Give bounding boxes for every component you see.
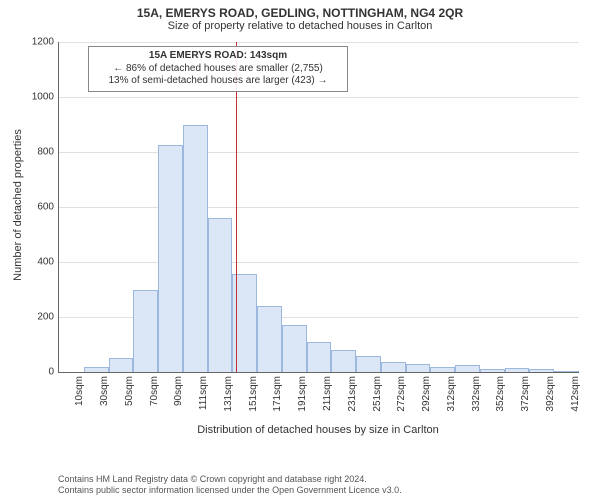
histogram-bar (554, 371, 579, 372)
x-tick-label: 312sqm (446, 376, 457, 412)
x-tick-label: 372sqm (520, 376, 531, 412)
chart-title: 15A, EMERYS ROAD, GEDLING, NOTTINGHAM, N… (0, 0, 600, 20)
annotation-line1: 15A EMERYS ROAD: 143sqm (95, 50, 341, 63)
chart-subtitle: Size of property relative to detached ho… (0, 20, 600, 33)
histogram-bar (158, 145, 183, 372)
x-tick-label: 151sqm (248, 376, 259, 412)
histogram-bar (282, 325, 307, 372)
x-axis-label: Distribution of detached houses by size … (58, 424, 578, 436)
x-tick-label: 332sqm (471, 376, 482, 412)
annotation-line2: ← 86% of detached houses are smaller (2,… (95, 63, 341, 76)
gridline (59, 152, 579, 153)
annotation-box: 15A EMERYS ROAD: 143sqm ← 86% of detache… (88, 46, 348, 92)
footer: Contains HM Land Registry data © Crown c… (0, 474, 600, 496)
histogram-bar (208, 218, 233, 372)
x-tick-label: 272sqm (396, 376, 407, 412)
histogram-bar (307, 342, 332, 372)
histogram-bar (529, 369, 554, 372)
gridline (59, 42, 579, 43)
histogram-bar (455, 365, 480, 372)
histogram-bar (505, 368, 530, 372)
x-tick-label: 30sqm (99, 376, 110, 406)
histogram-bar (109, 358, 134, 372)
footer-line1: Contains HM Land Registry data © Crown c… (58, 474, 600, 485)
histogram-bar (183, 125, 208, 373)
gridline (59, 207, 579, 208)
x-tick-label: 211sqm (322, 376, 333, 411)
histogram-bar (480, 369, 505, 372)
y-tick-label: 400 (14, 257, 54, 268)
histogram-bar (84, 367, 109, 373)
histogram-bar (381, 362, 406, 372)
x-tick-label: 131sqm (223, 376, 234, 412)
y-tick-label: 200 (14, 312, 54, 323)
footer-line2: Contains public sector information licen… (58, 485, 600, 496)
x-tick-label: 171sqm (272, 376, 283, 412)
gridline (59, 97, 579, 98)
x-tick-label: 191sqm (297, 376, 308, 412)
x-tick-label: 111sqm (198, 376, 209, 410)
y-tick-label: 1200 (14, 37, 54, 48)
plot-area (58, 42, 579, 373)
annotation-line3: 13% of semi-detached houses are larger (… (95, 75, 341, 88)
x-tick-label: 90sqm (173, 376, 184, 406)
x-tick-label: 70sqm (149, 376, 160, 406)
x-tick-label: 251sqm (372, 376, 383, 412)
gridline (59, 372, 579, 373)
x-tick-label: 352sqm (495, 376, 506, 412)
histogram-bar (356, 356, 381, 373)
histogram-bar (257, 306, 282, 372)
y-tick-label: 0 (14, 367, 54, 378)
gridline (59, 262, 579, 263)
histogram-bar (133, 290, 158, 373)
reference-line (236, 42, 237, 372)
histogram-bar (331, 350, 356, 372)
x-tick-label: 231sqm (347, 376, 358, 412)
y-tick-label: 800 (14, 147, 54, 158)
histogram-bar (406, 364, 431, 372)
histogram-bar (430, 367, 455, 373)
chart-container: 15A, EMERYS ROAD, GEDLING, NOTTINGHAM, N… (0, 0, 600, 500)
y-tick-label: 600 (14, 202, 54, 213)
x-tick-label: 292sqm (421, 376, 432, 412)
x-tick-label: 412sqm (570, 376, 581, 412)
x-tick-label: 392sqm (545, 376, 556, 412)
x-tick-label: 50sqm (124, 376, 135, 406)
x-tick-label: 10sqm (74, 376, 85, 406)
y-tick-label: 1000 (14, 92, 54, 103)
